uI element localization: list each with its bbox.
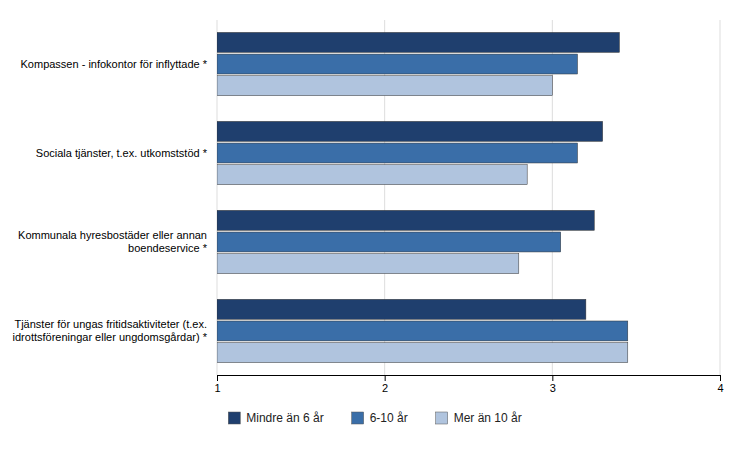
series [217, 32, 619, 319]
x-axis-line [218, 376, 721, 382]
bar [217, 254, 519, 274]
x-tick: 1 [214, 375, 220, 394]
y-tick-label: Tjänster för ungas fritidsaktiviteter (t… [13, 318, 208, 343]
bar [217, 165, 527, 185]
series [217, 54, 628, 341]
grid-line [720, 20, 721, 375]
label-line: Sociala tjänster, t.ex. utkomststöd * [36, 147, 208, 159]
label-line: Tjänster för ungas fritidsaktiviteter (t… [14, 318, 207, 330]
legend-label: Mer än 10 år [454, 411, 522, 425]
label-line: boendeservice * [128, 242, 208, 254]
y-tick: Kommunala hyresbostäder eller annanboend… [18, 229, 208, 254]
y-tick: Kompassen - infokontor för inflyttade * [21, 58, 208, 70]
legend-item: 6-10 år [352, 411, 408, 425]
label-line: idrottsföreningar eller ungdomsgårdar) * [13, 331, 208, 343]
legend: Mindre än 6 år 6-10 år Mer än 10 år [228, 411, 521, 425]
bar [217, 343, 628, 363]
legend-swatch [352, 412, 364, 424]
bar [217, 121, 603, 141]
bar [217, 299, 586, 319]
label-line: Kommunala hyresbostäder eller annan [18, 229, 207, 241]
x-tick-label: 3 [550, 382, 556, 394]
legend-label: 6-10 år [370, 411, 408, 425]
legend-item: Mindre än 6 år [228, 411, 323, 425]
chart: 1 2 3 4 Kompassen - infokontor för inflyttad… [0, 0, 750, 450]
x-tick: 2 [382, 375, 388, 394]
label-line: Kompassen - infokontor för inflyttade * [21, 58, 208, 70]
bar [217, 54, 577, 74]
bars [217, 32, 628, 362]
x-tick-mark [217, 375, 218, 381]
y-tick-label: Sociala tjänster, t.ex. utkomststöd * [36, 147, 208, 159]
x-tick-mark [720, 375, 721, 381]
bar [217, 232, 561, 252]
x-tick: 3 [550, 375, 556, 394]
y-tick-label: Kommunala hyresbostäder eller annanboend… [18, 229, 208, 254]
grid [217, 20, 720, 375]
legend-item: Mer än 10 år [436, 411, 522, 425]
bar [217, 210, 594, 230]
x-axis: 1 2 3 4 [214, 375, 723, 394]
bar [217, 32, 619, 52]
y-tick-label: Kompassen - infokontor för inflyttade * [21, 58, 208, 70]
legend-swatch [436, 412, 448, 424]
x-tick-mark [385, 375, 386, 381]
series [217, 76, 628, 363]
bar [217, 321, 628, 341]
x-tick-label: 4 [717, 382, 723, 394]
x-tick-label: 1 [214, 382, 220, 394]
x-tick: 4 [717, 375, 723, 394]
bar [217, 143, 577, 163]
bar [217, 76, 552, 96]
x-tick-label: 2 [382, 382, 388, 394]
y-tick: Sociala tjänster, t.ex. utkomststöd * [36, 147, 208, 159]
x-tick-mark [552, 375, 553, 381]
y-tick: Tjänster för ungas fritidsaktiviteter (t… [13, 318, 208, 343]
legend-swatch [228, 412, 240, 424]
legend-label: Mindre än 6 år [246, 411, 323, 425]
y-axis: Kompassen - infokontor för inflyttade * S… [13, 58, 208, 344]
